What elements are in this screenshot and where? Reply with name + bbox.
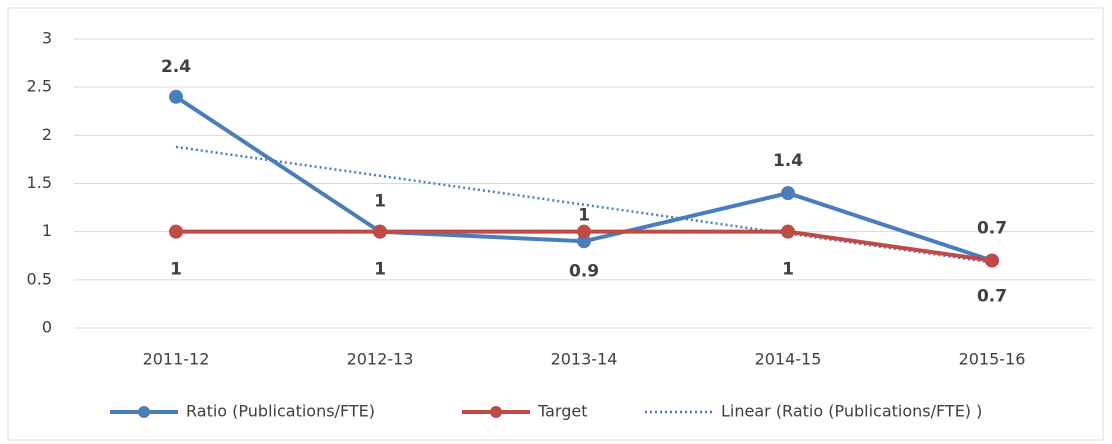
marker (169, 224, 183, 239)
legend-label: Target (537, 402, 588, 421)
data-label: 0.9 (569, 261, 599, 281)
data-label: 0.7 (977, 287, 1007, 307)
x-tick-label: 2014-15 (755, 350, 822, 369)
x-tick-label: 2012-13 (347, 350, 414, 369)
legend-marker (138, 406, 150, 418)
data-label: 1.4 (773, 151, 803, 171)
marker (781, 224, 795, 239)
legend-label: Linear (Ratio (Publications/FTE) ) (721, 402, 982, 421)
data-label: 1 (374, 260, 386, 280)
data-label: 1 (374, 192, 386, 212)
x-tick-label: 2011-12 (143, 350, 210, 369)
data-label: 1 (782, 260, 794, 280)
y-tick-label: 1 (42, 221, 52, 240)
y-tick-label: 1.5 (27, 173, 52, 192)
data-label: 2.4 (161, 57, 191, 77)
y-tick-label: 3 (42, 29, 52, 48)
y-tick-label: 2 (42, 125, 52, 144)
data-label: 0.7 (977, 219, 1007, 239)
x-tick-label: 2015-16 (959, 350, 1026, 369)
y-tick-label: 0 (42, 318, 52, 337)
data-label: 1 (578, 206, 590, 226)
marker (577, 234, 591, 249)
x-tick-label: 2013-14 (551, 350, 618, 369)
marker (373, 224, 387, 239)
y-tick-label: 2.5 (27, 77, 52, 96)
legend-label: Ratio (Publications/FTE) (186, 402, 375, 421)
y-tick-label: 0.5 (27, 269, 52, 288)
marker (577, 224, 591, 239)
marker (169, 89, 183, 104)
marker (781, 186, 795, 201)
legend-marker (490, 406, 502, 418)
chart-border (7, 7, 1104, 441)
data-label: 1 (170, 260, 182, 280)
marker (985, 253, 999, 268)
